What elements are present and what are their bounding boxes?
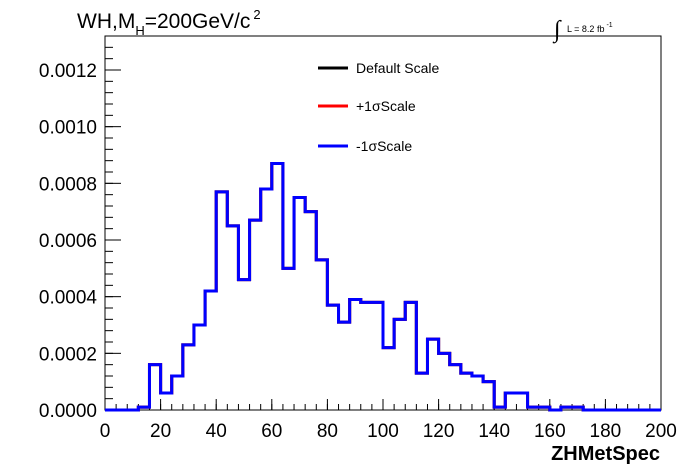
legend-label-3: -1σScale	[356, 138, 412, 154]
integral-symbol: ∫	[552, 17, 562, 44]
series-line-3	[105, 162, 661, 412]
x-tick-label: 160	[534, 421, 566, 442]
legend: Default Scale +1σScale -1σScale	[318, 60, 439, 154]
x-tick-label: 40	[206, 421, 227, 442]
legend-label-2: +1σScale	[356, 98, 416, 114]
y-tick-label: 0.0000	[39, 401, 97, 422]
y-tick-label: 0.0002	[39, 344, 97, 365]
legend-label-1: Default Scale	[356, 60, 439, 76]
x-tick-label: 0	[100, 421, 111, 442]
y-tick-label: 0.0012	[39, 61, 97, 82]
x-tick-label: 120	[423, 421, 455, 442]
x-tick-label: 180	[590, 421, 622, 442]
x-tick-label: 100	[367, 421, 399, 442]
luminosity-text: L = 8.2 fb -1	[567, 22, 613, 34]
series-layer	[105, 162, 661, 412]
x-tick-label: 200	[645, 421, 677, 442]
y-tick-label: 0.0004	[39, 288, 98, 309]
y-tick-label: 0.0010	[39, 118, 97, 139]
y-tick-label: 0.0006	[39, 231, 97, 252]
x-axis-label: ZHMetSpec	[551, 443, 660, 465]
y-axis: 0.0000 0.0002 0.0004 0.0006 0.0008 0.0010 0.00…	[39, 35, 121, 422]
x-tick-label: 140	[478, 421, 510, 442]
luminosity-label: ∫ L = 8.2 fb -1	[552, 17, 613, 44]
chart-title: WH,MH=200GeV/c 2	[77, 7, 261, 38]
x-tick-label: 20	[150, 421, 171, 442]
x-tick-label: 80	[317, 421, 338, 442]
x-tick-label: 60	[261, 421, 282, 442]
y-tick-label: 0.0008	[39, 174, 97, 195]
